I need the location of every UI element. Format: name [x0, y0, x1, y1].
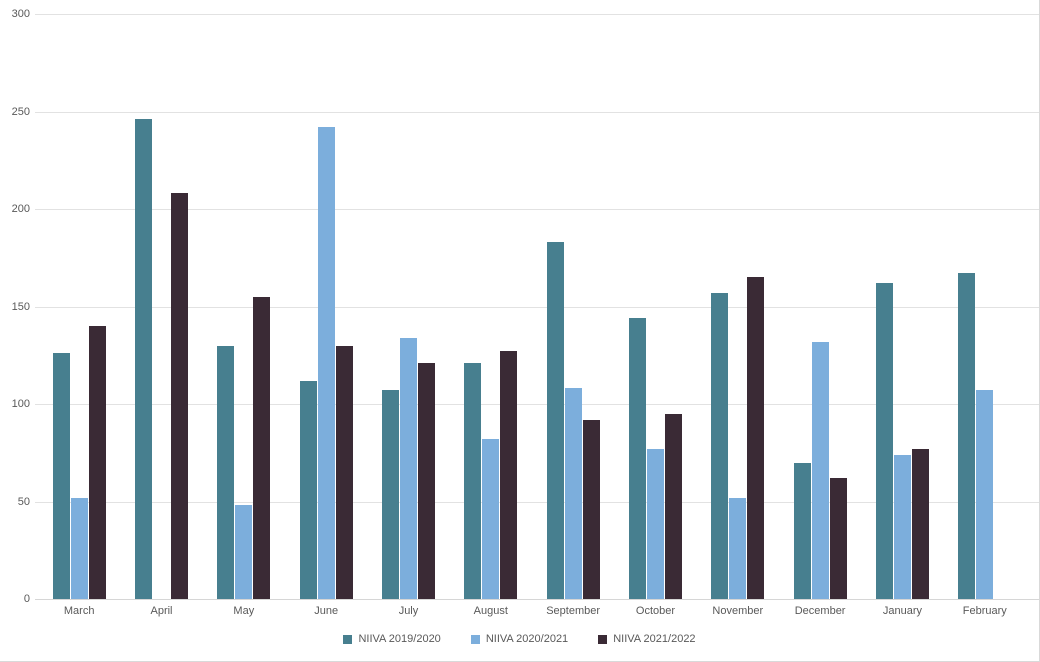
bar-may-2021 — [253, 296, 271, 599]
x-tick-label-may: May — [233, 605, 255, 617]
gridline-150 — [35, 306, 1039, 308]
x-tick-label-september: September — [546, 605, 601, 617]
bar-march-2020 — [70, 497, 88, 599]
y-tick-label: 250 — [11, 105, 30, 118]
legend-item: NIIVA 2021/2022 — [598, 633, 696, 645]
bar-august-2020 — [482, 439, 500, 599]
bar-september-2019 — [546, 242, 564, 599]
gridline-300 — [35, 14, 1039, 15]
bar-january-2020 — [893, 454, 911, 599]
bars-row — [546, 14, 600, 599]
gridline-100 — [35, 404, 1039, 405]
gridline-200 — [35, 209, 1039, 210]
bar-group-december — [779, 14, 861, 599]
bar-group-june — [285, 14, 367, 599]
legend: NIIVA 2019/2020 NIIVA 2020/2021 NIIVA 2021… — [0, 633, 1039, 645]
gridline-50 — [35, 501, 1039, 503]
bars-row — [958, 14, 1011, 599]
legend-item: NIIVA 2020/2021 — [470, 633, 569, 645]
bar-january-2019 — [875, 283, 893, 599]
legend-label: NIIVA 2020/2021 — [485, 633, 569, 645]
x-tick-label-november: November — [712, 605, 764, 617]
bar-group-october — [614, 14, 696, 599]
bar-october-2019 — [628, 318, 646, 599]
bar-july-2020 — [399, 337, 417, 599]
bar-april-2021 — [170, 193, 188, 599]
y-axis: 300 250 200 150 100 50 0 — [0, 0, 30, 620]
legend-item: NIIVA 2019/2020 — [343, 633, 441, 645]
x-tick-label-december: December — [794, 605, 846, 617]
bar-september-2021 — [582, 419, 600, 599]
bar-september-2020 — [564, 388, 582, 599]
bar-november-2021 — [747, 277, 765, 599]
bar-august-2019 — [464, 363, 482, 599]
bar-june-2020 — [317, 127, 335, 599]
legend-swatch-icon — [598, 634, 608, 644]
bar-group-july — [367, 14, 449, 599]
bar-group-september — [532, 14, 614, 599]
x-tick-label-july: July — [398, 605, 419, 617]
bars-row — [217, 14, 271, 599]
gridline-250 — [35, 111, 1039, 113]
legend-swatch-icon — [343, 634, 353, 644]
bar-november-2020 — [729, 497, 747, 599]
bar-march-2019 — [52, 353, 70, 599]
plot-area — [35, 14, 1039, 600]
bar-november-2019 — [711, 292, 729, 599]
bar-group-january — [861, 14, 943, 599]
gridline-0 — [35, 599, 1039, 600]
bars-row — [381, 14, 435, 599]
bar-may-2020 — [235, 505, 253, 599]
bar-july-2021 — [417, 363, 435, 599]
bars-row — [875, 14, 929, 599]
x-tick-label-march: March — [63, 605, 95, 617]
bars-row — [134, 14, 188, 599]
bar-august-2021 — [500, 351, 518, 599]
y-tick-label: 300 — [11, 8, 30, 20]
bar-june-2021 — [335, 345, 353, 599]
bar-june-2019 — [299, 380, 317, 599]
bar-group-may — [203, 14, 285, 599]
y-tick-label: 0 — [23, 593, 30, 605]
bars-row — [793, 14, 847, 599]
bar-december-2020 — [811, 341, 829, 599]
bar-february-2020 — [976, 390, 994, 599]
bar-may-2019 — [217, 345, 235, 599]
bar-october-2020 — [646, 448, 664, 599]
bar-january-2021 — [911, 448, 929, 599]
bar-july-2019 — [381, 390, 399, 599]
bar-march-2021 — [88, 326, 106, 599]
y-tick-label: 200 — [11, 203, 30, 215]
bars-row — [299, 14, 353, 599]
y-tick-label: 50 — [17, 495, 30, 508]
y-tick-label: 100 — [11, 398, 30, 410]
x-tick-label-april: April — [150, 605, 173, 617]
bar-december-2019 — [793, 462, 811, 599]
legend-label: NIIVA 2019/2020 — [358, 633, 441, 645]
bar-groups — [38, 14, 1026, 599]
x-tick-label-january: January — [882, 605, 923, 617]
x-tick-label-june: June — [314, 605, 339, 617]
x-tick-label-august: August — [473, 605, 508, 617]
legend-swatch-icon — [470, 634, 480, 644]
bars-row — [711, 14, 765, 599]
y-tick-label: 150 — [11, 300, 30, 313]
x-tick-label-february: February — [962, 605, 1007, 617]
bars-row — [464, 14, 518, 599]
bar-april-2019 — [134, 119, 152, 599]
bar-february-2019 — [958, 273, 976, 599]
bar-december-2021 — [829, 478, 847, 599]
x-tick-label-october: October — [635, 605, 676, 617]
bar-group-april — [120, 14, 202, 599]
bars-row — [628, 14, 682, 599]
legend-label: NIIVA 2021/2022 — [613, 633, 696, 645]
bar-group-march — [38, 14, 120, 599]
bar-october-2021 — [664, 413, 682, 599]
bar-group-august — [450, 14, 532, 599]
bar-group-november — [697, 14, 779, 599]
bar-group-february — [944, 14, 1026, 599]
x-axis: March April May June July August September Octo… — [38, 605, 1026, 617]
bars-row — [52, 14, 106, 599]
